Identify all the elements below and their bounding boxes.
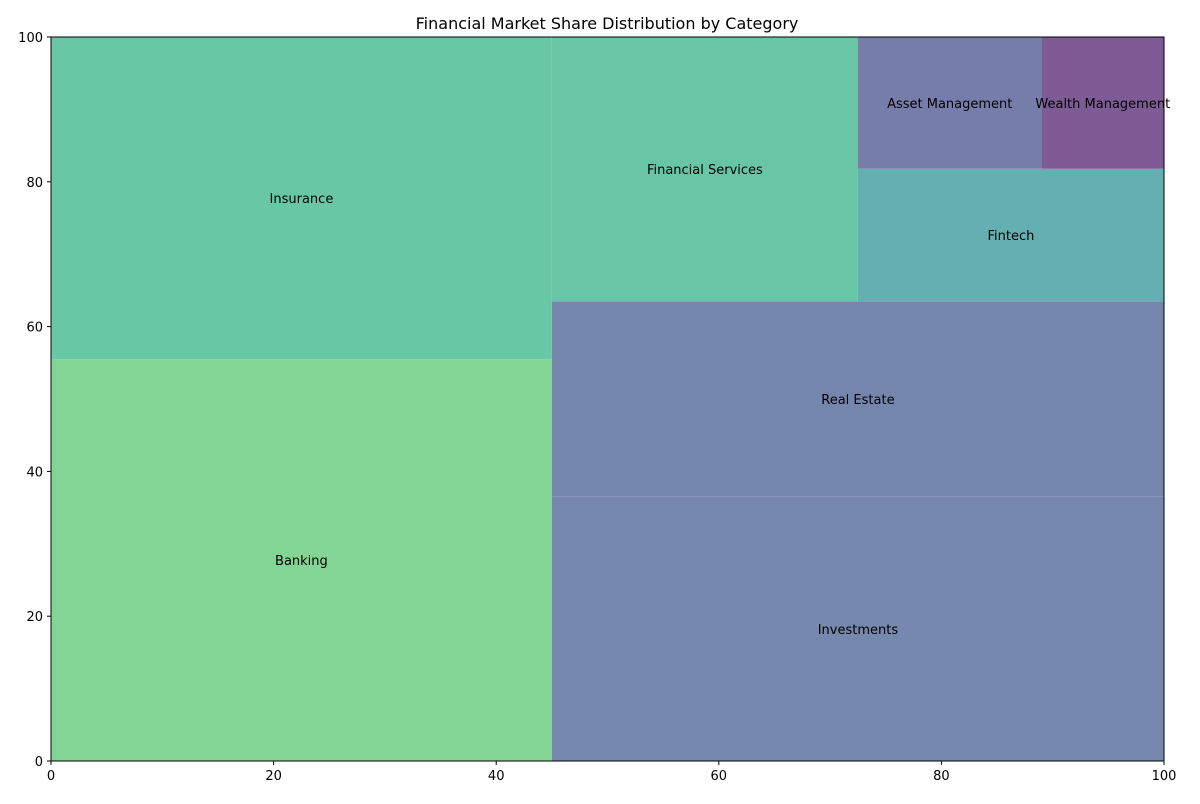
treemap-label-real-estate: Real Estate bbox=[821, 393, 894, 408]
x-axis: 0 20 40 60 80 100 bbox=[47, 761, 1177, 784]
treemap-rect-fintech bbox=[857, 168, 1164, 302]
x-tick-label: 0 bbox=[47, 769, 55, 784]
x-tick-label: 80 bbox=[933, 769, 950, 784]
treemap-label-banking: Banking bbox=[275, 554, 328, 569]
y-tick-label: 40 bbox=[26, 465, 43, 480]
treemap-rect-wealth-management bbox=[1041, 37, 1164, 169]
y-axis: 0 20 40 60 80 100 bbox=[18, 31, 51, 770]
y-tick-label: 80 bbox=[26, 176, 43, 191]
treemap-rect-asset-management bbox=[857, 37, 1042, 169]
y-tick-label: 20 bbox=[26, 610, 43, 625]
plot-area bbox=[51, 37, 1164, 761]
y-tick-label: 100 bbox=[18, 31, 43, 46]
y-tick-label: 60 bbox=[26, 321, 43, 336]
treemap-rect-banking bbox=[51, 359, 552, 761]
chart-title: Financial Market Share Distribution by C… bbox=[416, 14, 799, 33]
treemap-rect-financial-services bbox=[551, 37, 858, 302]
x-tick-label: 60 bbox=[711, 769, 728, 784]
x-tick-label: 100 bbox=[1152, 769, 1177, 784]
treemap-label-insurance: Insurance bbox=[270, 192, 334, 207]
treemap-rect-investments bbox=[551, 496, 1164, 761]
treemap-label-wealth-management: Wealth Management bbox=[1035, 97, 1170, 112]
rect-labels: Banking Insurance Investments Real Estate Fi… bbox=[270, 97, 1171, 638]
treemap-label-asset-management: Asset Management bbox=[887, 97, 1012, 112]
x-tick-label: 20 bbox=[265, 769, 282, 784]
treemap-rect-real-estate bbox=[551, 301, 1164, 497]
x-tick-label: 40 bbox=[488, 769, 505, 784]
treemap-label-investments: Investments bbox=[818, 623, 899, 638]
treemap-rect-insurance bbox=[51, 37, 552, 360]
treemap-label-financial-services: Financial Services bbox=[647, 163, 763, 178]
treemap-label-fintech: Fintech bbox=[988, 229, 1035, 244]
axes-frame bbox=[50, 36, 1165, 762]
y-tick-label: 0 bbox=[35, 755, 43, 770]
